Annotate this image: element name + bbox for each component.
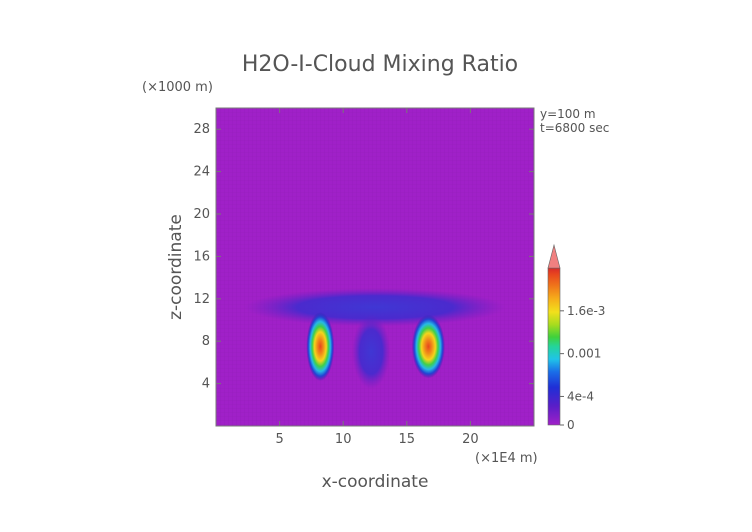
colorbar-tick-label: 0 [567,418,575,432]
colorbar-gradient [547,267,561,426]
plot-area [216,108,534,426]
colorbar-tick-label: 1.6e-3 [567,304,605,318]
y-tick-label: 12 [193,292,210,307]
x-unit-label: (×1E4 m) [475,451,538,466]
colorbar: 0 4e-4 0.001 1.6e-3 [547,243,605,432]
y-tick-label: 4 [202,377,210,392]
plot-frame [215,107,535,427]
y-tick-label: 20 [193,207,210,222]
colorbar-extend-arrow [547,243,561,269]
x-tick-label: 20 [462,432,479,447]
y-unit-label: (×1000 m) [142,80,213,95]
cloud-anvil [352,314,391,389]
chart-title: H2O-I-Cloud Mixing Ratio [242,52,518,77]
y-tick-label: 16 [193,249,210,264]
x-axis-label: x-coordinate [322,472,429,492]
cloud-anvil [244,288,506,327]
x-axis: 5 10 15 20 [275,108,479,447]
convective-core [306,312,335,381]
y-axis-label: z-coordinate [166,214,186,320]
x-tick-label: 10 [335,432,352,447]
convective-core [411,314,445,379]
y-axis: 4 8 12 16 20 24 28 [193,122,534,392]
y-tick-label: 24 [193,165,210,180]
y-tick-label: 28 [193,122,210,137]
time-annotation: t=6800 sec [540,121,609,135]
colorbar-ticks: 0 4e-4 0.001 1.6e-3 [560,304,605,432]
x-tick-label: 5 [275,432,283,447]
heatmap-features [244,288,506,389]
colorbar-tick-label: 0.001 [567,347,601,361]
x-tick-label: 15 [399,432,416,447]
y-annotation: y=100 m [540,107,596,121]
y-tick-label: 8 [202,334,210,349]
colorbar-tick-label: 4e-4 [567,389,594,403]
